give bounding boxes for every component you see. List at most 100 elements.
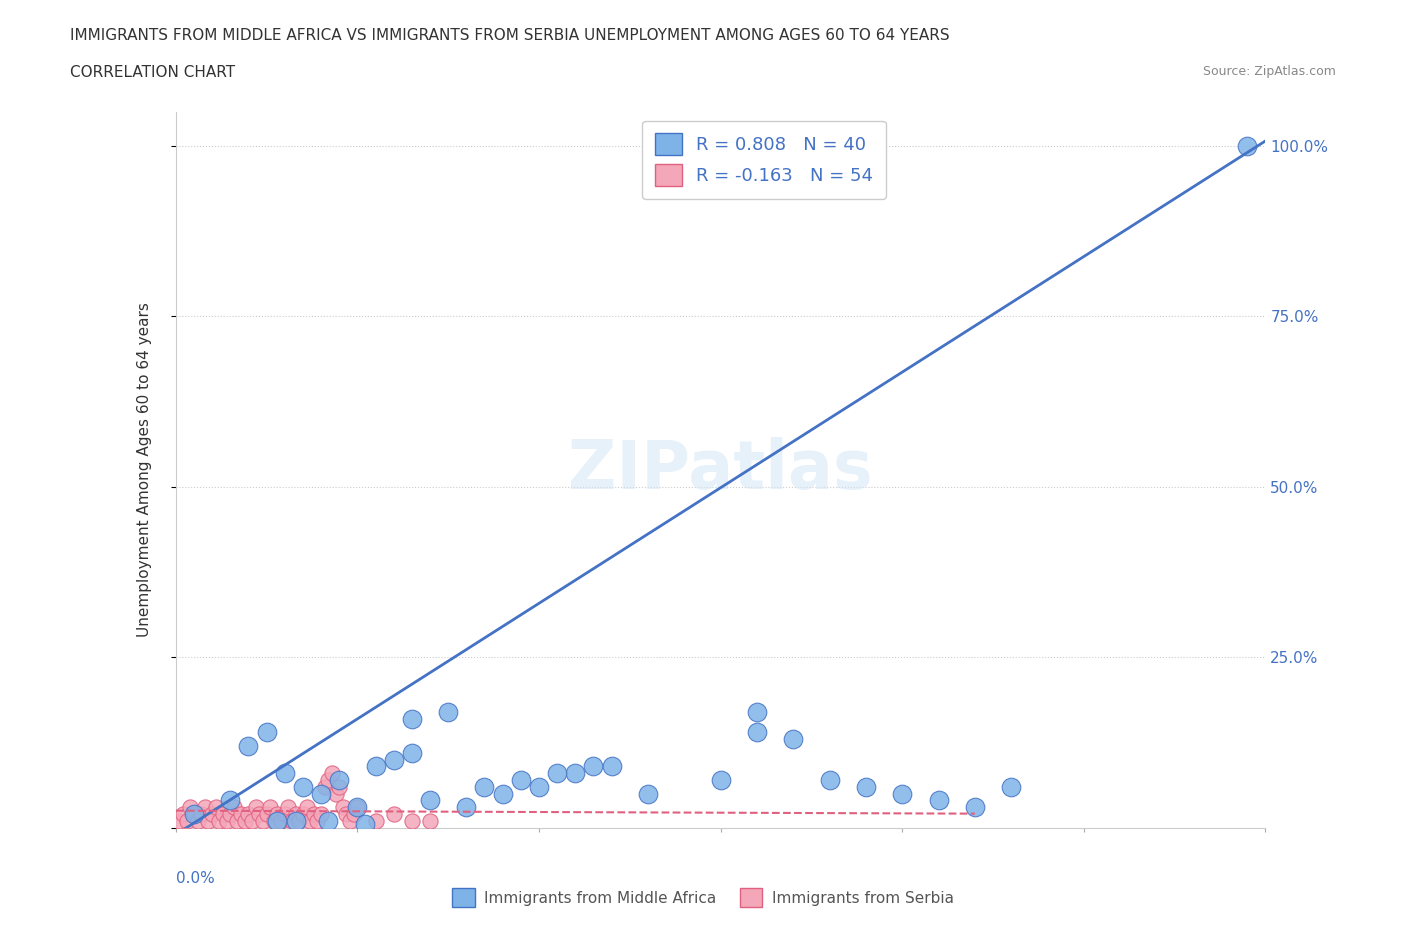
Point bbox=[492, 786, 515, 801]
Text: CORRELATION CHART: CORRELATION CHART bbox=[70, 65, 235, 80]
Point bbox=[256, 724, 278, 739]
Point bbox=[307, 814, 329, 829]
Point bbox=[353, 817, 375, 831]
Point bbox=[318, 773, 340, 788]
Point bbox=[546, 765, 568, 780]
Y-axis label: Unemployment Among Ages 60 to 64 years: Unemployment Among Ages 60 to 64 years bbox=[138, 302, 152, 637]
Point bbox=[201, 806, 224, 821]
Point bbox=[190, 806, 212, 821]
Point bbox=[401, 814, 423, 829]
Point bbox=[509, 773, 531, 788]
Point bbox=[321, 765, 343, 780]
Point bbox=[274, 806, 297, 821]
Point bbox=[745, 704, 768, 719]
Point bbox=[302, 806, 325, 821]
Legend: R = 0.808   N = 40, R = -0.163   N = 54: R = 0.808 N = 40, R = -0.163 N = 54 bbox=[643, 121, 886, 199]
Point bbox=[208, 814, 231, 829]
Point bbox=[238, 738, 260, 753]
Point bbox=[263, 814, 285, 829]
Point bbox=[284, 814, 307, 829]
Point bbox=[891, 786, 914, 801]
Text: 0.0%: 0.0% bbox=[176, 870, 215, 885]
Point bbox=[1000, 779, 1022, 794]
Point bbox=[339, 814, 361, 829]
Point bbox=[183, 806, 205, 821]
Point bbox=[456, 800, 478, 815]
Point bbox=[240, 814, 263, 829]
Point bbox=[259, 800, 281, 815]
Point bbox=[343, 806, 366, 821]
Point bbox=[219, 806, 242, 821]
Point bbox=[582, 759, 605, 774]
Point bbox=[382, 806, 405, 821]
Point bbox=[401, 745, 423, 760]
Point bbox=[335, 806, 357, 821]
Point bbox=[346, 800, 368, 815]
Point bbox=[233, 814, 256, 829]
Point bbox=[252, 814, 274, 829]
Point bbox=[266, 814, 288, 829]
Point bbox=[186, 814, 209, 829]
Point bbox=[419, 814, 441, 829]
Point bbox=[256, 806, 278, 821]
Point bbox=[346, 800, 368, 815]
Point bbox=[291, 779, 314, 794]
Point bbox=[710, 773, 733, 788]
Point bbox=[309, 806, 332, 821]
Point bbox=[855, 779, 877, 794]
Point bbox=[281, 814, 304, 829]
Point bbox=[266, 806, 288, 821]
Point bbox=[332, 800, 354, 815]
Point bbox=[212, 806, 235, 821]
Point bbox=[963, 800, 986, 815]
Point bbox=[325, 786, 347, 801]
Point bbox=[782, 732, 804, 747]
Point bbox=[194, 800, 217, 815]
Point bbox=[288, 814, 311, 829]
Point bbox=[238, 806, 260, 821]
Point bbox=[295, 800, 318, 815]
Point bbox=[219, 793, 242, 808]
Text: Source: ZipAtlas.com: Source: ZipAtlas.com bbox=[1202, 65, 1336, 78]
Point bbox=[564, 765, 586, 780]
Point bbox=[197, 814, 219, 829]
Point bbox=[364, 814, 387, 829]
Point bbox=[169, 814, 191, 829]
Point bbox=[364, 759, 387, 774]
Point bbox=[382, 752, 405, 767]
Point bbox=[222, 800, 245, 815]
Point bbox=[204, 800, 226, 815]
Point bbox=[291, 806, 314, 821]
Point bbox=[745, 724, 768, 739]
Point bbox=[527, 779, 550, 794]
Point bbox=[226, 814, 249, 829]
Point bbox=[245, 800, 267, 815]
Point bbox=[299, 814, 322, 829]
Text: IMMIGRANTS FROM MIDDLE AFRICA VS IMMIGRANTS FROM SERBIA UNEMPLOYMENT AMONG AGES : IMMIGRANTS FROM MIDDLE AFRICA VS IMMIGRA… bbox=[70, 28, 950, 43]
Point bbox=[172, 806, 194, 821]
Point bbox=[437, 704, 460, 719]
Point bbox=[284, 806, 307, 821]
Point bbox=[318, 814, 340, 829]
Point bbox=[231, 806, 253, 821]
Point bbox=[600, 759, 623, 774]
Point bbox=[419, 793, 441, 808]
Point bbox=[328, 779, 350, 794]
Point bbox=[270, 814, 292, 829]
Point bbox=[176, 814, 198, 829]
Point bbox=[247, 806, 270, 821]
Point bbox=[401, 711, 423, 726]
Text: ZIPatlas: ZIPatlas bbox=[568, 437, 873, 502]
Point bbox=[274, 765, 297, 780]
Point bbox=[215, 814, 238, 829]
Point bbox=[474, 779, 496, 794]
Point bbox=[1236, 139, 1258, 153]
Point bbox=[183, 806, 205, 821]
Point bbox=[637, 786, 659, 801]
Point bbox=[314, 779, 336, 794]
Legend: Immigrants from Middle Africa, Immigrants from Serbia: Immigrants from Middle Africa, Immigrant… bbox=[446, 883, 960, 913]
Point bbox=[179, 800, 201, 815]
Point bbox=[277, 800, 299, 815]
Point bbox=[818, 773, 841, 788]
Point bbox=[928, 793, 950, 808]
